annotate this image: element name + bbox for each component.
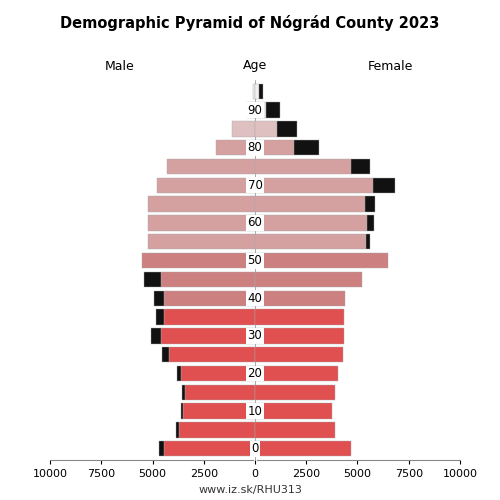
- Bar: [158, 441, 164, 456]
- Bar: [167, 159, 255, 174]
- Text: 10: 10: [248, 404, 262, 417]
- Bar: [176, 422, 179, 438]
- Bar: [164, 310, 255, 324]
- Bar: [266, 102, 280, 118]
- Bar: [255, 196, 364, 212]
- Bar: [255, 253, 388, 268]
- Bar: [255, 159, 352, 174]
- Bar: [156, 178, 255, 193]
- Bar: [182, 384, 186, 400]
- Bar: [160, 328, 255, 344]
- Bar: [255, 234, 366, 250]
- Bar: [366, 234, 370, 250]
- Bar: [148, 196, 255, 212]
- Bar: [142, 253, 255, 268]
- Text: 0: 0: [252, 442, 258, 455]
- Bar: [164, 441, 255, 456]
- Bar: [352, 159, 370, 174]
- Bar: [148, 216, 255, 230]
- Bar: [144, 272, 160, 287]
- Text: Male: Male: [105, 60, 135, 72]
- Bar: [364, 196, 375, 212]
- Text: www.iz.sk/RHU313: www.iz.sk/RHU313: [198, 485, 302, 495]
- Bar: [148, 234, 255, 250]
- Bar: [255, 404, 332, 419]
- Bar: [255, 384, 335, 400]
- Bar: [179, 422, 255, 438]
- Text: 70: 70: [248, 179, 262, 192]
- Bar: [255, 121, 276, 136]
- Text: Female: Female: [368, 60, 412, 72]
- Text: 80: 80: [248, 141, 262, 154]
- Bar: [255, 422, 335, 438]
- Bar: [183, 404, 255, 419]
- Bar: [181, 366, 255, 381]
- Bar: [152, 328, 160, 344]
- Bar: [247, 102, 255, 118]
- Bar: [255, 140, 294, 156]
- Bar: [255, 102, 266, 118]
- Bar: [177, 366, 181, 381]
- Bar: [216, 140, 255, 156]
- Bar: [156, 310, 164, 324]
- Bar: [181, 404, 183, 419]
- Text: 90: 90: [248, 104, 262, 117]
- Text: 20: 20: [248, 367, 262, 380]
- Bar: [186, 384, 255, 400]
- Text: Age: Age: [243, 60, 267, 72]
- Bar: [366, 216, 374, 230]
- Bar: [160, 272, 255, 287]
- Bar: [255, 216, 366, 230]
- Bar: [259, 84, 263, 99]
- Bar: [164, 290, 255, 306]
- Bar: [154, 290, 164, 306]
- Bar: [255, 84, 259, 99]
- Bar: [276, 121, 297, 136]
- Bar: [255, 310, 344, 324]
- Bar: [169, 347, 255, 362]
- Text: Demographic Pyramid of Nógrád County 2023: Demographic Pyramid of Nógrád County 202…: [60, 15, 440, 31]
- Bar: [255, 366, 338, 381]
- Text: 50: 50: [248, 254, 262, 267]
- Bar: [255, 178, 373, 193]
- Bar: [255, 328, 344, 344]
- Bar: [255, 347, 343, 362]
- Bar: [255, 290, 345, 306]
- Bar: [255, 441, 352, 456]
- Text: 40: 40: [248, 292, 262, 304]
- Text: 60: 60: [248, 216, 262, 230]
- Bar: [255, 272, 362, 287]
- Bar: [232, 121, 255, 136]
- Bar: [253, 84, 255, 99]
- Bar: [373, 178, 396, 193]
- Bar: [294, 140, 318, 156]
- Bar: [162, 347, 169, 362]
- Text: 30: 30: [248, 330, 262, 342]
